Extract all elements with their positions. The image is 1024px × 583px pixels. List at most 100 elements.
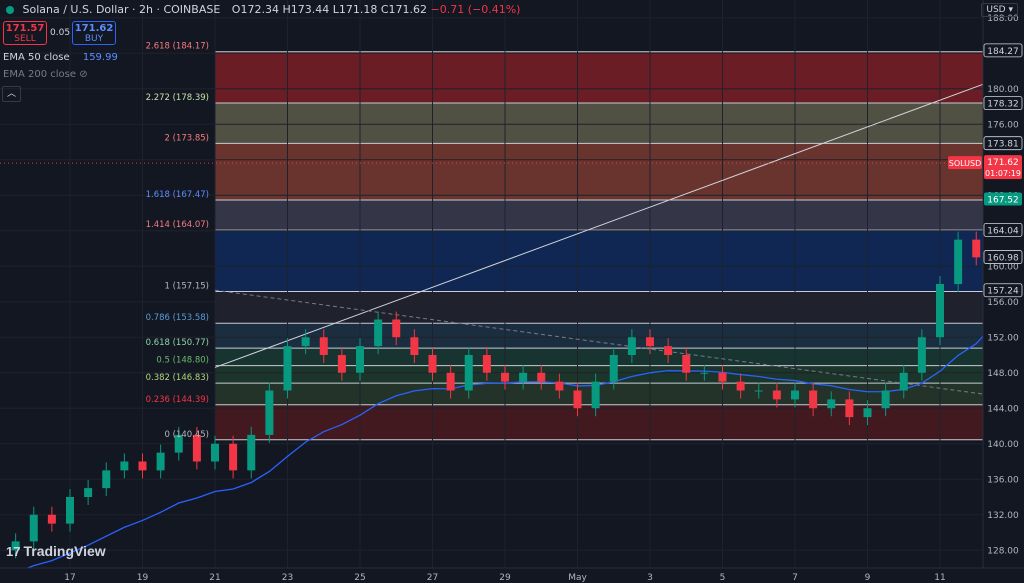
fib-level-label: 0.382 (146.83) bbox=[146, 373, 209, 383]
candle-body bbox=[754, 390, 763, 392]
fib-zone bbox=[215, 143, 983, 200]
tv-logo-icon: 17 bbox=[6, 544, 21, 559]
fib-axis-tag: 164.04 bbox=[987, 226, 1019, 236]
candle-body bbox=[66, 497, 74, 524]
sell-price: 171.57 bbox=[5, 23, 45, 34]
fib-axis-tag-bg bbox=[983, 43, 1023, 58]
price-tick-label: 188.00 bbox=[987, 14, 1019, 24]
candle-body bbox=[301, 337, 310, 347]
price-tick-label: 156.00 bbox=[987, 298, 1019, 308]
candle-body bbox=[682, 355, 691, 373]
candle-body bbox=[537, 372, 546, 382]
fib-axis-tag: 157.24 bbox=[987, 287, 1019, 297]
candle-body bbox=[809, 390, 818, 409]
time-axis: 17 19 21 23 25 27 29 May 3 5 7 9 11 bbox=[0, 567, 1024, 583]
buy-button[interactable]: 171.62 BUY bbox=[72, 21, 116, 45]
time-tick-label: 9 bbox=[865, 573, 871, 583]
candle-body bbox=[972, 239, 981, 258]
price-tick-label: 148.00 bbox=[987, 369, 1019, 379]
candle-body bbox=[11, 541, 20, 551]
candle-body bbox=[84, 488, 93, 497]
ema200-label: EMA 200 close bbox=[3, 69, 76, 80]
fib-axis-tag: 160.98 bbox=[987, 254, 1019, 264]
price-tick-label: 180.00 bbox=[987, 85, 1019, 95]
fib-zone bbox=[215, 404, 983, 440]
fib-level-label: 0.618 (150.77) bbox=[146, 338, 209, 348]
fib-level-label: 0.786 (153.58) bbox=[146, 313, 209, 323]
symbol-title[interactable]: Solana / U.S. Dollar · 2h · COINBASE bbox=[22, 3, 221, 16]
fib-level-label: 1.414 (164.07) bbox=[146, 220, 209, 230]
eye-hidden-icon[interactable]: ⊘ bbox=[79, 69, 88, 80]
candle-body bbox=[392, 319, 401, 338]
spread-value: 0.05 bbox=[50, 28, 71, 38]
ohlc-values: O172.34 H173.44 L171.18 C171.62 bbox=[231, 3, 427, 16]
sell-button[interactable]: 171.57 SELL bbox=[3, 21, 47, 45]
candle-body bbox=[47, 514, 56, 524]
fib-axis-tag-bg bbox=[983, 283, 1023, 298]
candle-body bbox=[700, 372, 709, 374]
candle-body bbox=[736, 381, 745, 391]
currency-selector[interactable]: USD ▾ bbox=[981, 3, 1018, 17]
candle-body bbox=[772, 390, 781, 400]
candle-body bbox=[573, 390, 582, 409]
ema50-label: EMA 50 close bbox=[3, 52, 70, 63]
fib-axis-tag: 178.32 bbox=[987, 100, 1019, 110]
brand-name: TradingView bbox=[23, 543, 106, 559]
fib-axis-tag-bg bbox=[983, 222, 1023, 237]
candle-body bbox=[247, 434, 256, 471]
candle-body bbox=[519, 372, 528, 382]
candle-body bbox=[718, 372, 727, 382]
time-tick-label: 7 bbox=[792, 573, 798, 583]
fib-zone bbox=[215, 51, 983, 104]
price-tick-label: 144.00 bbox=[987, 404, 1019, 414]
candle-body bbox=[138, 461, 147, 471]
descending-trendline bbox=[214, 289, 984, 395]
candle-body bbox=[609, 355, 618, 382]
price-axis: 128.00 132.00 136.00 140.00 144.00 148.00 152.… bbox=[982, 0, 1024, 583]
candle-body bbox=[410, 337, 419, 355]
fib-zone bbox=[215, 365, 983, 384]
candle-body bbox=[827, 399, 836, 409]
fib-level-label: 2.618 (184.17) bbox=[146, 42, 209, 52]
fib-level-label: 2 (173.85) bbox=[165, 133, 209, 143]
candle-body bbox=[337, 355, 346, 373]
fib-zone bbox=[215, 199, 983, 231]
collapse-legend-button[interactable]: ︿ bbox=[2, 86, 21, 102]
candle-body bbox=[192, 434, 201, 462]
price-tick-label: 128.00 bbox=[987, 546, 1019, 556]
tradingview-logo: 17 TradingView bbox=[6, 543, 106, 559]
candle-body bbox=[899, 372, 908, 391]
candle-body bbox=[646, 337, 654, 347]
fib-axis-tag-bg bbox=[983, 250, 1023, 264]
candle-body bbox=[501, 372, 509, 382]
chevron-up-icon: ︿ bbox=[6, 89, 16, 99]
candle-body bbox=[120, 461, 129, 471]
ema50-legend[interactable]: EMA 50 close 159.99 bbox=[3, 52, 118, 63]
ema200-legend[interactable]: EMA 200 close ⊘ bbox=[3, 69, 88, 80]
fib-axis-tag: 184.27 bbox=[987, 47, 1019, 57]
symbol-tag-bg bbox=[948, 156, 982, 170]
candle-body bbox=[791, 390, 799, 400]
fibonacci-level-labels: 0 (140.45) 0.236 (144.39) 0.382 (146.83) 0.… bbox=[146, 42, 209, 440]
fib-zone bbox=[215, 348, 983, 366]
candle-body bbox=[283, 346, 292, 391]
candle-body bbox=[102, 470, 111, 489]
candle-body bbox=[319, 337, 328, 355]
price-tick-label: 140.00 bbox=[987, 440, 1019, 450]
candle-body bbox=[627, 337, 636, 355]
buy-price: 171.62 bbox=[74, 23, 114, 34]
candle-body bbox=[881, 390, 890, 409]
price-tick-label: 176.00 bbox=[987, 120, 1019, 130]
fib-axis-tag-bg bbox=[983, 96, 1023, 111]
fib-zone bbox=[215, 230, 983, 292]
chart-header: Solana / U.S. Dollar · 2h · COINBASE O17… bbox=[6, 3, 520, 16]
fib-axis-tag-bg bbox=[983, 136, 1023, 151]
ascending-trendline bbox=[214, 83, 984, 368]
candle-body bbox=[555, 381, 564, 391]
buy-label: BUY bbox=[84, 34, 104, 44]
sell-label: SELL bbox=[14, 34, 36, 44]
candle-body bbox=[936, 284, 944, 338]
candle-body bbox=[428, 355, 437, 373]
